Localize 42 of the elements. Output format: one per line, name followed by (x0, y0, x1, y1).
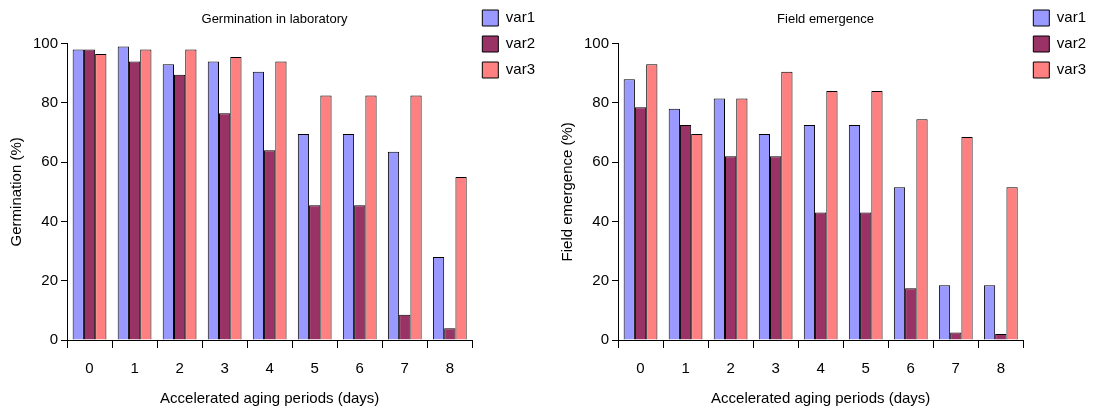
x-tick-label: 5 (310, 359, 319, 377)
x-axis-title: Accelerated aging periods (days) (711, 389, 931, 407)
x-tick-label: 4 (816, 359, 825, 377)
x-tick-label: 7 (400, 359, 409, 377)
x-tick-label: 4 (265, 359, 274, 377)
x-tick-label: 8 (445, 359, 454, 377)
y-tick-label: 0 (600, 330, 610, 348)
x-tick-label: 3 (771, 359, 780, 377)
y-tick-label: 40 (41, 211, 59, 229)
x-tick-label: 6 (355, 359, 364, 377)
legend-label: var2 (505, 34, 536, 52)
legend-label: var3 (1056, 60, 1087, 78)
x-axis-title: Accelerated aging periods (days) (160, 389, 380, 407)
y-tick-label: 0 (49, 330, 59, 348)
y-tick-label: 20 (41, 270, 59, 288)
y-tick-label: 60 (41, 152, 59, 170)
legend-label: var2 (1056, 34, 1087, 52)
x-tick-label: 2 (726, 359, 735, 377)
y-axis-title: Germination (%) (7, 137, 25, 247)
legend-label: var1 (1056, 8, 1087, 26)
y-tick-label: 60 (592, 152, 610, 170)
chart-title: Field emergence (777, 11, 874, 27)
y-tick-label: 100 (33, 33, 59, 51)
y-tick-label: 100 (584, 33, 610, 51)
x-tick-label: 3 (220, 359, 229, 377)
x-tick-label: 6 (906, 359, 915, 377)
x-tick-label: 0 (85, 359, 94, 377)
y-tick-label: 80 (41, 93, 59, 111)
x-tick-label: 0 (636, 359, 645, 377)
y-tick-label: 80 (592, 93, 610, 111)
legend-label: var3 (505, 60, 536, 78)
y-tick-label: 40 (592, 211, 610, 229)
x-tick-label: 2 (175, 359, 184, 377)
y-axis-title: Field emergence (%) (558, 122, 576, 262)
x-tick-label: 8 (996, 359, 1005, 377)
x-tick-label: 7 (951, 359, 960, 377)
x-tick-label: 1 (681, 359, 690, 377)
x-tick-label: 1 (130, 359, 139, 377)
legend-label: var1 (505, 8, 536, 26)
x-tick-label: 5 (861, 359, 870, 377)
y-tick-label: 20 (592, 270, 610, 288)
chart-title: Germination in laboratory (201, 11, 348, 27)
